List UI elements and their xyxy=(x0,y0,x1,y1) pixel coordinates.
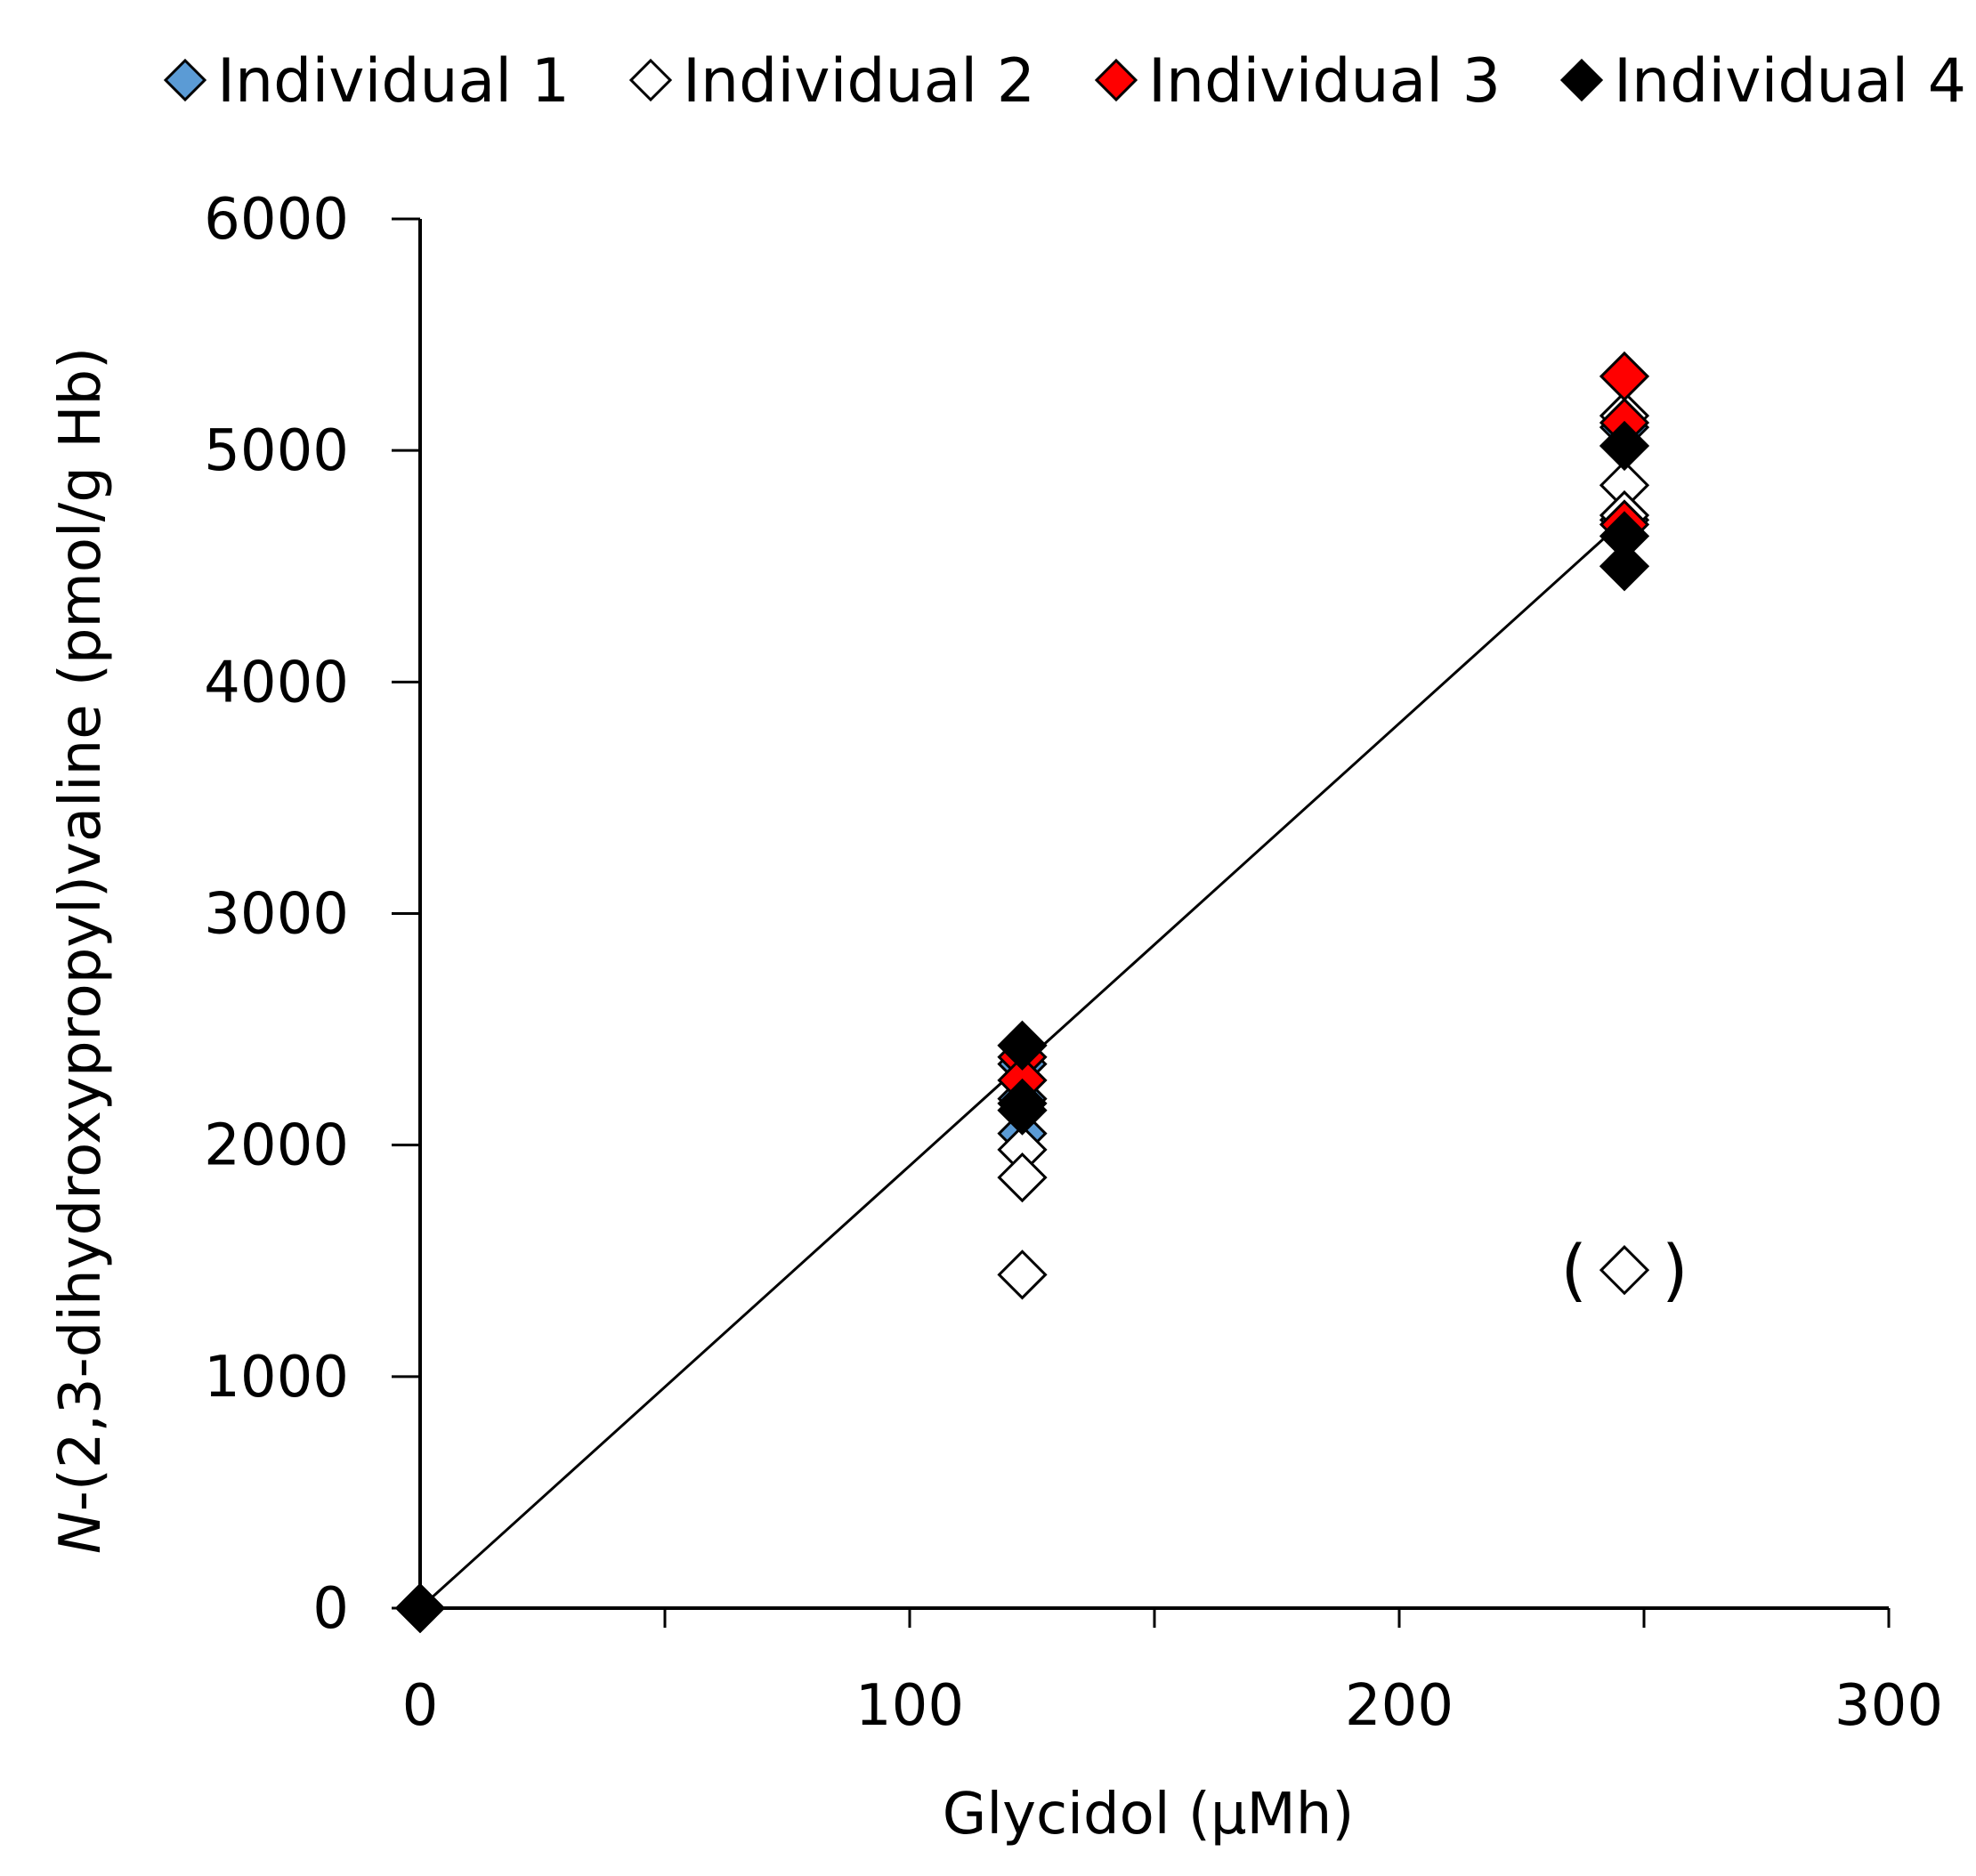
excluded-point-close-paren: ) xyxy=(1662,1230,1689,1309)
data-points xyxy=(394,351,1650,1634)
data-point-individual-2 xyxy=(997,1152,1048,1203)
legend-label-individual-4: Individual 4 xyxy=(1614,46,1966,117)
y-tick-label: 4000 xyxy=(204,650,349,716)
x-tick-label: 0 xyxy=(402,1673,439,1739)
excluded-data-point xyxy=(1599,1245,1650,1296)
y-axis-title-italic: N xyxy=(48,1511,114,1554)
data-point-individual-4 xyxy=(1599,420,1650,472)
data-point-individual-4 xyxy=(997,1020,1048,1071)
y-axis-title-rest: -(2,3-dihydroxypropyl)valine (pmol/g Hb) xyxy=(48,347,114,1511)
x-tick-label: 200 xyxy=(1345,1673,1454,1739)
y-tick-label: 5000 xyxy=(204,418,349,484)
legend: Individual 1 Individual 2 Individual 3 Indi… xyxy=(163,46,1966,117)
legend-label-individual-3: Individual 3 xyxy=(1148,46,1501,117)
data-point-individual-2 xyxy=(997,1249,1048,1300)
excluded-point-open-paren: ( xyxy=(1560,1230,1587,1309)
data-point-individual-3 xyxy=(1599,351,1650,402)
y-axis-title: N-(2,3-dihydroxypropyl)valine (pmol/g Hb… xyxy=(48,347,114,1554)
y-tick-label: 0 xyxy=(312,1576,349,1642)
annotations: () xyxy=(1560,1230,1688,1309)
y-tick-label: 1000 xyxy=(204,1345,349,1411)
data-point-individual-4 xyxy=(997,1085,1048,1136)
legend-marker-individual-1 xyxy=(163,58,207,102)
x-tick-label: 300 xyxy=(1834,1673,1943,1739)
legend-marker-individual-2 xyxy=(628,58,673,102)
data-point-individual-4 xyxy=(1599,541,1650,592)
legend-label-individual-1: Individual 1 xyxy=(217,46,570,117)
data-point-individual-4 xyxy=(394,1582,446,1634)
legend-label-individual-2: Individual 2 xyxy=(683,46,1035,117)
x-tick-label: 100 xyxy=(855,1673,964,1739)
legend-marker-individual-4 xyxy=(1559,58,1604,102)
y-tick-label: 3000 xyxy=(204,882,349,948)
y-tick-label: 2000 xyxy=(204,1113,349,1179)
x-axis-title: Glycidol (µMh) xyxy=(943,1782,1355,1848)
y-tick-label: 6000 xyxy=(204,187,349,253)
legend-marker-individual-3 xyxy=(1094,58,1138,102)
